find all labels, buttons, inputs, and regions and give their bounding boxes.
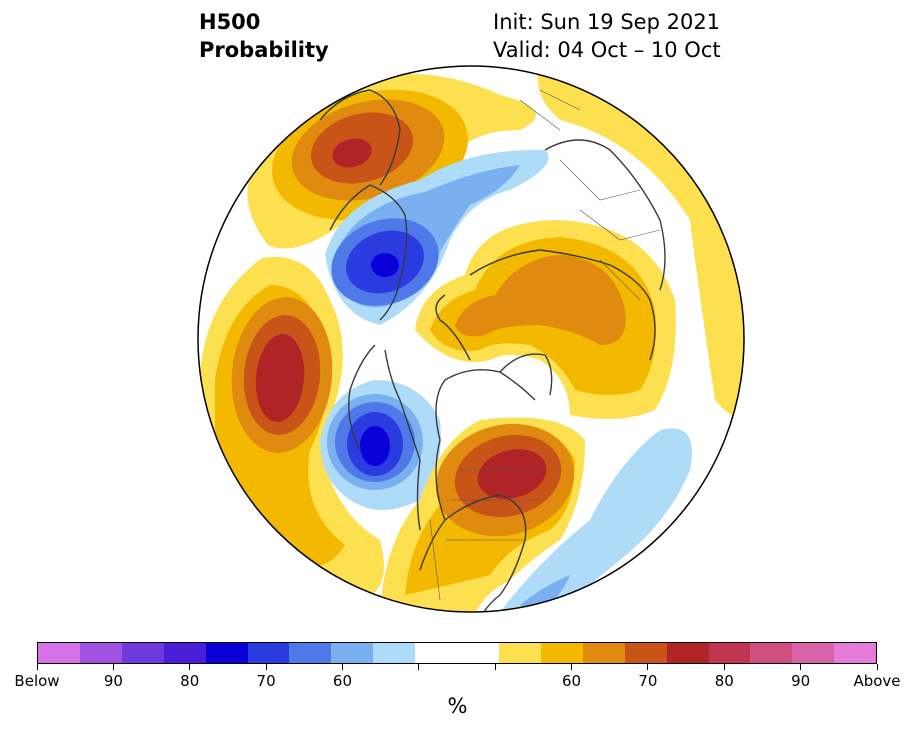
colorbar-swatch [289,643,332,663]
colorbar-swatch [582,643,625,663]
colorbar-tick-label: 70 [638,672,658,690]
colorbar-swatch [792,643,835,663]
colorbar-tick-label: 90 [791,672,811,690]
colorbar-tick [418,664,420,670]
anomaly-lower-right [380,417,585,612]
colorbar-unit: % [447,694,468,718]
colorbar-tick [571,664,573,670]
colorbar-tick-label: Below [14,672,60,690]
country-borders [429,89,661,601]
anomaly-lower-blue [320,380,441,510]
colorbar-swatch [666,643,709,663]
colorbar-swatch [540,643,583,663]
colorbar-swatch [121,643,164,663]
colorbar-tick-label: 60 [332,672,352,690]
valid-period: Valid: 04 Oct – 10 Oct [493,38,721,62]
colorbar-tick [189,664,191,670]
colorbar-tick [723,664,725,670]
map-title: H500 Probability [199,8,329,64]
colorbar-tick-label: 90 [103,672,123,690]
colorbar-tick-label: 80 [714,672,734,690]
colorbar-swatch [498,643,541,663]
colorbar-tick-label: 60 [561,672,582,690]
anomaly-center-right [415,220,676,419]
probability-colorbar [37,642,877,664]
colorbar-tick [876,664,878,670]
colorbar-swatch [708,643,751,663]
colorbar-swatch [457,643,499,663]
anomaly-upper-blue [325,149,549,325]
colorbar-swatch [331,643,374,663]
colorbar-swatch [834,643,877,663]
init-date: Init: Sun 19 Sep 2021 [493,10,721,34]
colorbar-swatch [79,643,122,663]
polar-map [197,65,745,613]
title-product: Probability [199,38,329,62]
colorbar-tick-label: 80 [180,672,200,690]
colorbar-tick [800,664,802,670]
colorbar-swatch [415,643,458,663]
colorbar-swatch [373,643,416,663]
colorbar-swatch [624,643,667,663]
colorbar-tick [341,664,343,670]
colorbar-tick [494,664,496,670]
coastlines [319,89,666,612]
globe-boundary [197,65,745,613]
colorbar-swatch [163,643,206,663]
colorbar-tick [36,664,38,670]
colorbar-tick-label: Above [853,672,901,690]
colorbar-tick [265,664,267,670]
colorbar-tick [112,664,114,670]
map-dates: Init: Sun 19 Sep 2021 Valid: 04 Oct – 10… [493,8,721,64]
colorbar-swatch [38,643,80,663]
colorbar-tick [647,664,649,670]
colorbar-swatch [205,643,248,663]
title-variable: H500 [199,10,261,34]
colorbar-tick-label: 70 [256,672,276,690]
colorbar-swatch [750,643,793,663]
colorbar-swatch [247,643,290,663]
probability-field [198,66,744,612]
